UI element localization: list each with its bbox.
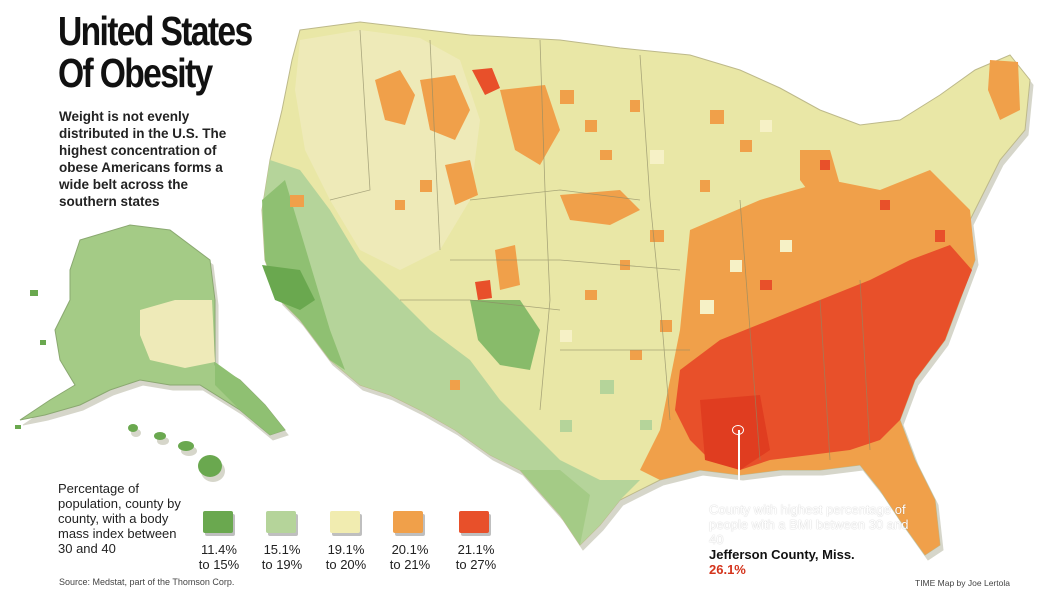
legend-title: Percentage of population, county by coun…: [58, 481, 181, 556]
hawaii-maui: [178, 441, 194, 451]
hawaii-kauai: [128, 424, 138, 432]
legend-range-2: 15.1% to 19%: [261, 542, 303, 572]
callout-value: 26.1%: [709, 562, 746, 577]
callout-text: County with highest percentage of people…: [709, 502, 909, 547]
map-title: United States Of Obesity: [58, 10, 255, 94]
hawaii-big-island: [198, 455, 222, 477]
legend-range-5: 21.1% to 27%: [455, 542, 497, 572]
northeast-orange: [988, 60, 1020, 120]
legend-range-3: 19.1% to 20%: [325, 542, 367, 572]
legend-range-1: 11.4% to 15%: [198, 542, 240, 572]
legend-range-4: 20.1% to 21%: [389, 542, 431, 572]
callout-box: County with highest percentage of people…: [709, 502, 909, 577]
hawaii-oahu: [154, 432, 166, 440]
dakota-orange: [500, 85, 560, 165]
legend-swatch-5: [459, 511, 489, 533]
nebraska-orange: [560, 190, 640, 225]
california-green: [262, 180, 345, 370]
legend-swatch-1: [203, 511, 233, 533]
utah-orange: [495, 245, 520, 290]
callout-county: Jefferson County, Miss.: [709, 547, 855, 562]
alaska-interior: [140, 300, 215, 368]
west-green-region: [262, 160, 640, 545]
montana-red: [472, 68, 500, 95]
title-line-1: United States: [58, 8, 253, 54]
title-line-2: Of Obesity: [58, 50, 213, 96]
legend-swatch-4: [393, 511, 423, 533]
legend-swatch-3: [330, 511, 360, 533]
alaska-panhandle: [215, 362, 285, 435]
south-texas-green: [520, 470, 590, 545]
map-subtitle: Weight is not evenly distributed in the …: [59, 109, 227, 209]
nevada-green: [262, 265, 315, 310]
source-note: Source: Medstat, part of the Thomson Cor…: [59, 577, 235, 587]
callout-leader-line: [738, 430, 740, 502]
legend-swatch-2: [266, 511, 296, 533]
map-credit: TIME Map by Joe Lertola: [915, 578, 1010, 588]
montana-orange-1: [375, 70, 415, 125]
wyoming-orange: [445, 160, 478, 205]
utah-red: [475, 280, 492, 300]
colorado-green: [470, 300, 540, 370]
